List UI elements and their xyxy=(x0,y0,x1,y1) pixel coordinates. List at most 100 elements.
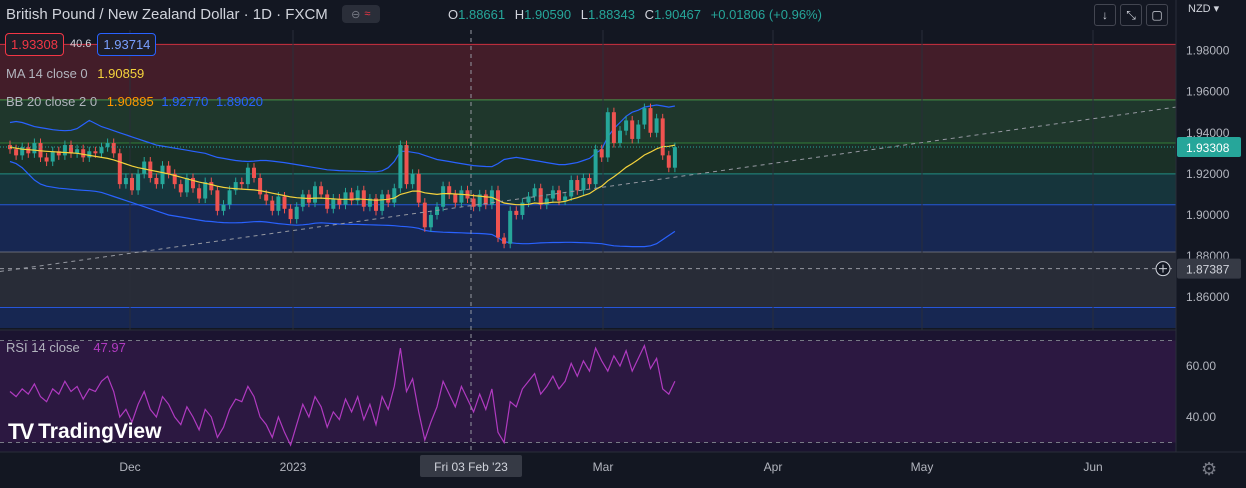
bb-legend[interactable]: BB 20 close 2 0 1.90895 1.92770 1.89020 xyxy=(6,94,263,109)
spread-value: 40.6 xyxy=(70,38,92,50)
candle-body-17 xyxy=(111,143,116,154)
buy-button[interactable]: 1.93714 xyxy=(97,32,157,56)
candle-body-81 xyxy=(502,237,507,244)
candle-body-38 xyxy=(239,182,244,185)
price-axis-bg xyxy=(1176,0,1246,488)
candle-body-84 xyxy=(520,202,525,215)
time-tick-1: 2023 xyxy=(280,460,307,474)
candle-body-74 xyxy=(459,190,464,203)
currency-selector[interactable]: NZD ▾ xyxy=(1188,3,1220,15)
candle-body-10 xyxy=(69,145,73,154)
fullscreen-button[interactable]: ▢ xyxy=(1146,4,1168,26)
candle-body-19 xyxy=(123,177,128,185)
candle-body-107 xyxy=(660,118,665,156)
candle-body-27 xyxy=(172,173,177,185)
candle-body-13 xyxy=(87,151,92,158)
candle-body-12 xyxy=(81,149,86,158)
zone-4 xyxy=(0,204,1176,252)
candle-body-51 xyxy=(319,186,324,195)
sell-button[interactable]: 1.93308 xyxy=(5,32,64,56)
candle-body-71 xyxy=(441,186,446,207)
zone-5 xyxy=(0,251,1176,308)
gear-icon[interactable]: ⚙ xyxy=(1201,459,1218,479)
high-value: 1.90590 xyxy=(524,7,572,22)
candle-body-47 xyxy=(294,206,299,220)
close-value: 1.90467 xyxy=(654,7,702,22)
price-tick-1: 1.96000 xyxy=(1186,85,1230,99)
candle-body-65 xyxy=(404,145,409,185)
crosshair-price-label: 1.87387 xyxy=(1186,263,1230,277)
candle-body-42 xyxy=(264,194,269,201)
candle-body-109 xyxy=(672,147,677,168)
candle-body-31 xyxy=(197,188,202,199)
moving-average xyxy=(9,144,676,206)
candle-body-67 xyxy=(416,173,421,203)
candle-body-9 xyxy=(62,145,67,156)
candle-body-96 xyxy=(593,149,598,185)
buy-sell-panel: 1.93308 40.6 1.93714 xyxy=(5,32,157,56)
wave-icon[interactable]: ⊖ ≈ xyxy=(341,5,380,23)
candle-body-56 xyxy=(349,192,354,201)
time-tick-3: Apr xyxy=(764,460,783,474)
chart-header: British Pound / New Zealand Dollar · 1D … xyxy=(6,4,380,24)
price-tick-3: 1.92000 xyxy=(1186,167,1230,181)
candle-body-21 xyxy=(136,173,141,191)
candle-body-50 xyxy=(313,186,317,203)
maximize-button[interactable]: ⤡ xyxy=(1120,4,1142,26)
candle-body-39 xyxy=(245,167,250,185)
rsi-line xyxy=(9,343,676,447)
candle-body-3 xyxy=(26,147,31,154)
price-tick-4: 1.90000 xyxy=(1186,208,1230,222)
candle-body-89 xyxy=(550,190,555,199)
candle-body-95 xyxy=(587,177,592,185)
candle-body-14 xyxy=(93,151,98,154)
ma-legend[interactable]: MA 14 close 0 1.90859 xyxy=(6,66,145,81)
candle-body-92 xyxy=(569,180,574,197)
zone-1 xyxy=(0,99,1176,144)
bb-lower-value: 1.89020 xyxy=(215,94,263,109)
rsi-band xyxy=(0,340,1176,443)
fullscreen-icon: ▢ xyxy=(1151,8,1163,22)
candle-body-83 xyxy=(514,210,519,215)
candle-body-33 xyxy=(209,182,214,191)
candle-body-24 xyxy=(154,177,159,185)
arrow-down-icon: ↓ xyxy=(1102,8,1108,22)
price-tick-6: 1.86000 xyxy=(1186,290,1230,304)
tradingview-logo: TV TradingView xyxy=(8,419,162,444)
candle-body-69 xyxy=(428,214,433,228)
candle-body-99 xyxy=(611,112,616,144)
candle-body-77 xyxy=(477,194,482,207)
time-tick-0: Dec xyxy=(119,460,140,474)
bb-basis-value: 1.90895 xyxy=(106,94,154,109)
candle-body-73 xyxy=(453,194,458,203)
crosshair xyxy=(0,30,1176,452)
rsi-legend[interactable]: RSI 14 close 47.97 xyxy=(6,340,126,355)
candle-body-106 xyxy=(654,118,659,133)
candle-body-57 xyxy=(355,190,360,201)
candle-body-108 xyxy=(666,155,671,168)
candle-body-87 xyxy=(538,188,543,205)
ma-value: 1.90859 xyxy=(97,66,145,81)
candle-body-102 xyxy=(630,120,635,139)
candle-body-48 xyxy=(300,194,305,207)
scroll-down-button[interactable]: ↓ xyxy=(1094,4,1116,26)
candle-body-7 xyxy=(50,151,55,162)
candle-body-55 xyxy=(343,192,348,205)
candle-body-82 xyxy=(508,210,513,244)
candle-body-53 xyxy=(331,198,336,209)
candle-body-29 xyxy=(184,177,189,193)
change-value: +0.01806 (+0.96%) xyxy=(710,7,822,22)
candle-body-100 xyxy=(618,130,622,144)
candle-body-26 xyxy=(166,165,171,174)
symbol-title[interactable]: British Pound / New Zealand Dollar · 1D … xyxy=(6,5,328,23)
candle-body-85 xyxy=(526,196,531,203)
candle-body-6 xyxy=(44,157,49,162)
rsi-value: 47.97 xyxy=(93,340,126,355)
candle-body-43 xyxy=(270,200,275,211)
candle-body-36 xyxy=(227,190,232,205)
bb-upper-line xyxy=(9,104,676,173)
expand-icon: ⤡ xyxy=(1126,7,1136,22)
candle-body-94 xyxy=(581,177,586,191)
price-zones xyxy=(0,43,1176,328)
